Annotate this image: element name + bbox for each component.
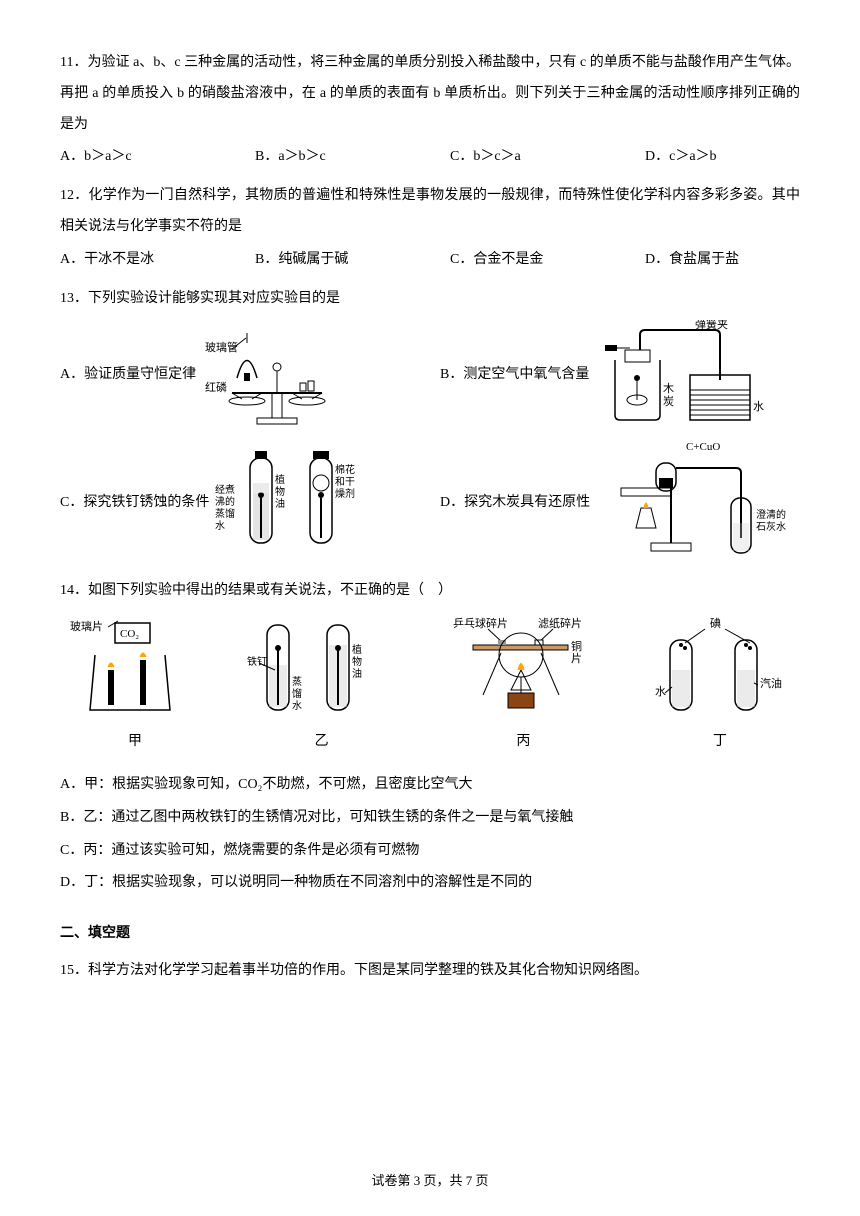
q13-grid: A．验证质量守恒定律 玻璃管 红磷 xyxy=(60,320,800,568)
q15-body: 科学方法对化学学习起着事半功倍的作用。下图是某同学整理的铁及其化合物知识网络图。 xyxy=(88,963,648,978)
boiled-water-label: 经煮 xyxy=(215,483,235,496)
reduction-diagram: C+CuO 澄清的 石灰水 xyxy=(596,438,796,568)
q14-body: 如图下列实验中得出的结果或有关说法，不正确的是（ ） xyxy=(88,583,452,598)
q13-labelA: A．验证质量守恒定律 xyxy=(60,360,196,391)
bing-diagram: 乒乓球碎片 滤纸碎片 铜 片 xyxy=(443,615,603,725)
q11-optC: C．b＞c＞a xyxy=(450,142,605,173)
charcoal-label: 木 xyxy=(663,382,674,395)
glass-sheet-label: 玻璃片 xyxy=(70,619,103,633)
q13-labelB: B．测定空气中氧气含量 xyxy=(440,360,589,391)
q12-text: 12．化学作为一门自然科学，其物质的普遍性和特殊性是事物发展的一般规律，而特殊性… xyxy=(60,181,800,243)
page-footer: 试卷第 3 页，共 7 页 xyxy=(0,1167,860,1196)
red-p-label: 红磷 xyxy=(205,381,227,394)
pingpong-label: 乒乓球碎片 xyxy=(453,616,508,630)
q13-labelC: C．探究铁钉锈蚀的条件 xyxy=(60,488,209,519)
q14-number: 14． xyxy=(60,583,88,598)
ding-diagram: 碘 水 汽油 xyxy=(650,615,790,725)
q11-body: 为验证 a、b、c 三种金属的活动性，将三种金属的单质分别投入稀盐酸中，只有 c… xyxy=(60,55,800,132)
filter-label: 滤纸碎片 xyxy=(538,616,582,630)
q14-optA: A．甲：根据实验现象可知，CO₂不助燃，不可燃，且密度比空气大 xyxy=(60,770,800,801)
svg-text:物: 物 xyxy=(275,485,285,498)
question-11: 11．为验证 a、b、c 三种金属的活动性，将三种金属的单质分别投入稀盐酸中，只… xyxy=(60,48,800,173)
q14-bing: 乒乓球碎片 滤纸碎片 铜 片 丙 xyxy=(443,615,603,758)
water-label2: 水 xyxy=(655,685,666,698)
q11-optD: D．c＞a＞b xyxy=(645,142,800,173)
q11-number: 11． xyxy=(60,55,88,70)
q14-optC: C．丙：通过该实验可知，燃烧需要的条件是必须有可燃物 xyxy=(60,836,800,867)
svg-text:油: 油 xyxy=(275,497,285,510)
svg-text:油: 油 xyxy=(352,667,362,680)
q13-cellC: C．探究铁钉锈蚀的条件 经煮 沸的 蒸馏 水 植 物 油 棉 xyxy=(60,438,420,568)
svg-text:馏: 馏 xyxy=(292,687,302,700)
q13-labelD: D．探究木炭具有还原性 xyxy=(440,488,590,519)
iodine-label: 碘 xyxy=(710,617,721,630)
q14-optB: B．乙：通过乙图中两枚铁钉的生锈情况对比，可知铁生锈的条件之一是与氧气接触 xyxy=(60,803,800,834)
svg-text:石灰水: 石灰水 xyxy=(756,520,786,533)
page-number: 试卷第 3 页，共 7 页 xyxy=(371,1173,488,1188)
rust-diagram: 经煮 沸的 蒸馏 水 植 物 油 棉花 和干 燥剂 xyxy=(215,443,375,563)
question-13: 13．下列实验设计能够实现其对应实验目的是 A．验证质量守恒定律 玻璃管 红磷 xyxy=(60,284,800,569)
glass-tube-label: 玻璃管 xyxy=(205,340,238,354)
q14-diagrams: 玻璃片 CO₂ 甲 铁钉 蒸 馏 xyxy=(60,615,800,758)
q14-optD: D．丁：根据实验现象，可以说明同一种物质在不同溶剂中的溶解性是不同的 xyxy=(60,868,800,899)
svg-text:片: 片 xyxy=(571,652,582,665)
oxygen-diagram: 弹簧夹 木 炭 水 xyxy=(595,320,765,430)
q12-options: A．干冰不是冰 B．纯碱属于碱 C．合金不是金 D．食盐属于盐 xyxy=(60,245,800,276)
svg-text:和干: 和干 xyxy=(335,476,355,488)
q11-options: A．b＞a＞c B．a＞b＞c C．b＞c＞a D．c＞a＞b xyxy=(60,142,800,173)
cotton-label: 棉花 xyxy=(335,463,355,476)
q12-optC: C．合金不是金 xyxy=(450,245,605,276)
oil-label2: 植 xyxy=(352,643,362,656)
oil-label: 植 xyxy=(275,473,285,486)
svg-text:水: 水 xyxy=(292,700,302,712)
copper-label: 铜 xyxy=(571,639,582,653)
svg-text:蒸馏: 蒸馏 xyxy=(215,507,235,520)
q13-cellA: A．验证质量守恒定律 玻璃管 红磷 xyxy=(60,320,420,430)
water-label: 水 xyxy=(753,400,764,413)
distilled-label: 蒸 xyxy=(292,676,302,688)
q12-number: 12． xyxy=(60,188,88,203)
q14-yi: 铁钉 蒸 馏 水 植 物 油 乙 xyxy=(247,615,397,758)
q11-optB: B．a＞b＞c xyxy=(255,142,410,173)
balance-diagram: 玻璃管 红磷 xyxy=(202,323,352,428)
question-14: 14．如图下列实验中得出的结果或有关说法，不正确的是（ ） 玻璃片 CO₂ 甲 xyxy=(60,576,800,899)
question-15: 15．科学方法对化学学习起着事半功倍的作用。下图是某同学整理的铁及其化合物知识网… xyxy=(60,956,800,987)
yi-diagram: 铁钉 蒸 馏 水 植 物 油 xyxy=(247,615,397,725)
q14-jia: 玻璃片 CO₂ 甲 xyxy=(70,615,200,758)
svg-text:沸的: 沸的 xyxy=(215,495,235,508)
q13-number: 13． xyxy=(60,291,88,306)
q12-body: 化学作为一门自然科学，其物质的普遍性和特殊性是事物发展的一般规律，而特殊性使化学… xyxy=(60,188,800,234)
co2-label: CO₂ xyxy=(120,628,139,640)
q14-ding: 碘 水 汽油 丁 xyxy=(650,615,790,758)
svg-text:炭: 炭 xyxy=(663,395,674,408)
q12-optB: B．纯碱属于碱 xyxy=(255,245,410,276)
q11-optA: A．b＞a＞c xyxy=(60,142,215,173)
cap-jia: 甲 xyxy=(70,727,200,758)
jia-diagram: 玻璃片 CO₂ xyxy=(70,615,200,725)
q11-text: 11．为验证 a、b、c 三种金属的活动性，将三种金属的单质分别投入稀盐酸中，只… xyxy=(60,48,800,140)
question-12: 12．化学作为一门自然科学，其物质的普遍性和特殊性是事物发展的一般规律，而特殊性… xyxy=(60,181,800,275)
q14-text: 14．如图下列实验中得出的结果或有关说法，不正确的是（ ） xyxy=(60,576,800,607)
c-cuo-label: C+CuO xyxy=(686,441,720,453)
gasoline-label: 汽油 xyxy=(760,676,782,690)
cap-ding: 丁 xyxy=(650,727,790,758)
limewater-label: 澄清的 xyxy=(756,508,786,521)
q12-optD: D．食盐属于盐 xyxy=(645,245,800,276)
q15-text: 15．科学方法对化学学习起着事半功倍的作用。下图是某同学整理的铁及其化合物知识网… xyxy=(60,956,800,987)
section-2-header: 二、填空题 xyxy=(60,919,800,950)
spring-clip-label: 弹簧夹 xyxy=(695,320,728,331)
svg-text:物: 物 xyxy=(352,655,362,668)
svg-text:燥剂: 燥剂 xyxy=(335,487,355,500)
cap-yi: 乙 xyxy=(247,727,397,758)
nail-label: 铁钉 xyxy=(247,655,267,668)
svg-text:水: 水 xyxy=(215,520,225,532)
q15-number: 15． xyxy=(60,963,88,978)
q13-cellD: D．探究木炭具有还原性 C+CuO 澄清的 石灰水 xyxy=(440,438,800,568)
cap-bing: 丙 xyxy=(443,727,603,758)
q12-optA: A．干冰不是冰 xyxy=(60,245,215,276)
q13-cellB: B．测定空气中氧气含量 弹簧夹 木 炭 xyxy=(440,320,800,430)
q13-text: 13．下列实验设计能够实现其对应实验目的是 xyxy=(60,284,800,315)
q13-body: 下列实验设计能够实现其对应实验目的是 xyxy=(88,291,340,306)
